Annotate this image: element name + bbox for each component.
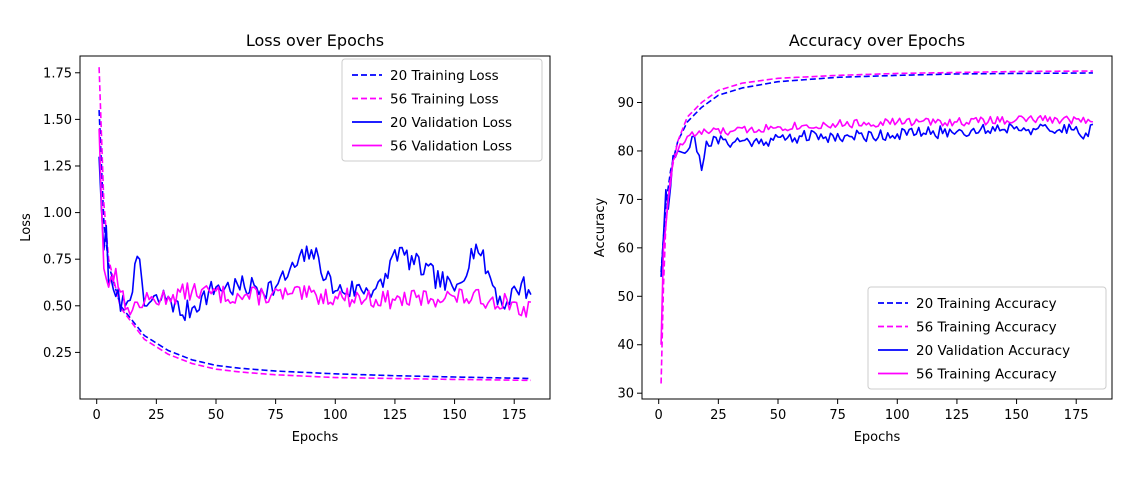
legend-label: 56 Training Loss: [390, 92, 499, 108]
y-tick-label: 1.00: [43, 206, 72, 221]
x-tick-label: 75: [829, 408, 846, 423]
y-tick-label: 80: [617, 144, 634, 159]
x-tick-label: 100: [323, 408, 348, 423]
series-line-dashed-0: [660, 72, 1093, 273]
series-line-solid-3: [660, 114, 1094, 345]
x-tick-label: 150: [1004, 408, 1029, 423]
x-tick-label: 50: [770, 408, 787, 423]
y-tick-label: 1.75: [43, 66, 72, 81]
y-tick-label: 0.75: [43, 253, 72, 268]
series-group: [98, 67, 532, 382]
accuracy-chart: Accuracy over Epochs Epochs Accuracy 0 25…: [593, 31, 1113, 445]
series-group: [660, 70, 1094, 384]
x-tick-label: 175: [502, 408, 527, 423]
legend: 20 Training Accuracy 56 Training Accuracy…: [867, 286, 1107, 390]
legend-label: 20 Validation Accuracy: [916, 343, 1070, 359]
legend-label: 20 Training Accuracy: [916, 296, 1057, 312]
axes-frame: [79, 55, 551, 400]
axes-frame: [641, 55, 1113, 400]
loss-chart: Loss over Epochs Epochs Loss 0 25 50 75 100 1…: [19, 31, 551, 445]
y-tick-label: 0.25: [43, 346, 72, 361]
x-tick-label: 0: [655, 408, 663, 423]
legend: 20 Training Loss 56 Training Loss 20 Valid…: [341, 58, 543, 162]
x-tick-label: 125: [383, 408, 408, 423]
loss-chart-ylabel: Loss: [19, 213, 34, 242]
y-tick-label: 50: [617, 290, 634, 305]
x-tick-label: 0: [93, 408, 101, 423]
accuracy-chart-ylabel: Accuracy: [593, 198, 608, 258]
legend-label: 56 Training Accuracy: [916, 367, 1057, 383]
x-tick-label: 125: [945, 408, 970, 423]
x-tick-label: 25: [148, 408, 165, 423]
legend-label: 56 Validation Loss: [390, 139, 512, 155]
y-tick-label: 40: [617, 338, 634, 353]
y-tick-label: 0.50: [43, 299, 72, 314]
x-tick-label: 75: [267, 408, 284, 423]
series-line-dashed-1: [660, 70, 1093, 384]
y-tick-label: 30: [617, 387, 634, 402]
legend-label: 20 Validation Loss: [390, 115, 512, 131]
y-tick-label: 1.50: [43, 113, 72, 128]
legend-label: 20 Training Loss: [390, 68, 499, 84]
loss-chart-xlabel: Epochs: [292, 430, 339, 445]
accuracy-chart-xlabel: Epochs: [854, 430, 901, 445]
y-tick-label: 90: [617, 96, 634, 111]
loss-chart-title: Loss over Epochs: [246, 31, 384, 50]
legend-box: [341, 58, 543, 162]
x-tick-label: 175: [1064, 408, 1089, 423]
legend-box: [867, 286, 1107, 390]
x-tick-label: 150: [442, 408, 467, 423]
legend-label: 56 Training Accuracy: [916, 320, 1057, 336]
x-tick-label: 100: [885, 408, 910, 423]
x-tick-label: 25: [710, 408, 727, 423]
y-tick-label: 70: [617, 193, 634, 208]
x-tick-label: 50: [208, 408, 225, 423]
series-line-solid-3: [98, 128, 531, 318]
series-line-solid-2: [660, 122, 1094, 277]
accuracy-chart-title: Accuracy over Epochs: [789, 31, 965, 50]
series-line-dashed-1: [98, 67, 531, 382]
y-tick-label: 60: [617, 241, 634, 256]
y-tick-label: 1.25: [43, 159, 72, 174]
